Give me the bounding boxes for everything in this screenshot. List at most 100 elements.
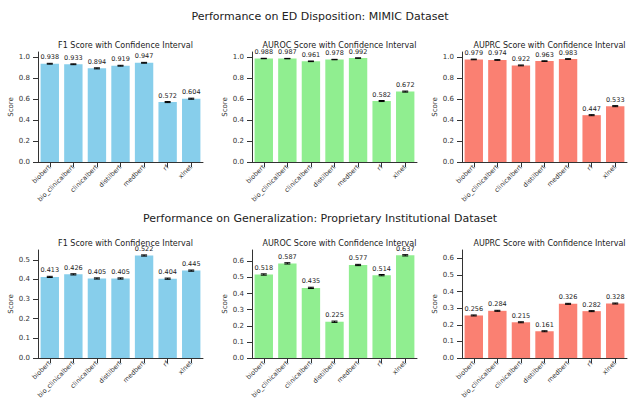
svg-text:0.0: 0.0 (19, 158, 30, 166)
svg-text:0.919: 0.919 (111, 55, 130, 63)
svg-text:0.587: 0.587 (278, 253, 297, 261)
svg-text:0.8: 0.8 (19, 74, 30, 82)
svg-text:0.894: 0.894 (88, 58, 107, 66)
svg-text:0.4: 0.4 (19, 275, 31, 283)
svg-text:AUPRC Score with Confidence In: AUPRC Score with Confidence Interval (473, 41, 625, 50)
svg-text:Performance on Generalization:: Performance on Generalization: Proprieta… (143, 212, 498, 225)
svg-text:0.0: 0.0 (443, 354, 454, 362)
svg-text:medbert: medbert (122, 163, 148, 189)
svg-text:xlnet: xlnet (391, 359, 408, 376)
svg-text:Score: Score (221, 294, 229, 314)
svg-text:distilbert: distilbert (521, 359, 547, 385)
svg-text:0.2: 0.2 (443, 321, 454, 329)
svg-text:0.2: 0.2 (19, 315, 30, 323)
svg-text:1.0: 1.0 (233, 53, 244, 61)
svg-text:xlnet: xlnet (177, 359, 194, 376)
svg-text:0.404: 0.404 (158, 268, 177, 276)
svg-text:distilbert: distilbert (521, 163, 547, 189)
svg-text:0.0: 0.0 (233, 354, 244, 362)
svg-text:0.5: 0.5 (233, 273, 244, 281)
svg-text:0.978: 0.978 (325, 49, 344, 57)
svg-text:0.514: 0.514 (372, 265, 391, 273)
svg-text:0.8: 0.8 (233, 74, 244, 82)
svg-text:medbert: medbert (336, 359, 362, 385)
svg-text:biobert: biobert (31, 359, 53, 381)
svg-text:bio_clinicalbert: bio_clinicalbert (250, 359, 291, 400)
svg-text:xlnet: xlnet (177, 163, 194, 180)
svg-text:0.405: 0.405 (111, 268, 130, 276)
svg-text:0.1: 0.1 (19, 334, 30, 342)
svg-text:0.672: 0.672 (396, 81, 415, 89)
svg-text:rf: rf (375, 359, 385, 369)
svg-text:0.405: 0.405 (88, 268, 107, 276)
svg-text:0.3: 0.3 (233, 306, 244, 314)
svg-text:0.445: 0.445 (182, 260, 201, 268)
svg-text:Score: Score (431, 97, 439, 117)
svg-text:0.256: 0.256 (464, 305, 483, 313)
svg-text:medbert: medbert (122, 359, 148, 385)
svg-text:0.0: 0.0 (233, 158, 244, 166)
svg-text:rf: rf (375, 163, 385, 173)
svg-text:0.979: 0.979 (464, 49, 483, 57)
svg-text:xlnet: xlnet (601, 163, 618, 180)
svg-text:0.3: 0.3 (443, 304, 454, 312)
svg-text:0.0: 0.0 (443, 158, 454, 166)
svg-text:Score: Score (431, 294, 439, 314)
svg-text:clinicalbert: clinicalbert (493, 163, 524, 194)
svg-text:0.604: 0.604 (182, 88, 201, 96)
svg-text:0.6: 0.6 (443, 95, 455, 103)
svg-text:0.2: 0.2 (19, 137, 30, 145)
svg-text:AUROC Score with Confidence In: AUROC Score with Confidence Interval (263, 41, 417, 50)
svg-text:0.8: 0.8 (443, 74, 454, 82)
svg-text:0.4: 0.4 (233, 290, 245, 298)
svg-text:0.947: 0.947 (135, 52, 154, 60)
svg-text:distilbert: distilbert (311, 163, 337, 189)
svg-text:biobert: biobert (455, 163, 477, 185)
svg-text:0.326: 0.326 (559, 293, 578, 301)
svg-text:1.0: 1.0 (443, 53, 454, 61)
svg-text:0.6: 0.6 (233, 95, 245, 103)
svg-text:0.435: 0.435 (302, 277, 321, 285)
svg-text:clinicalbert: clinicalbert (69, 163, 100, 194)
svg-text:0.582: 0.582 (372, 91, 391, 99)
svg-text:0.4: 0.4 (233, 116, 245, 124)
svg-text:0.518: 0.518 (254, 264, 273, 272)
svg-text:clinicalbert: clinicalbert (493, 359, 524, 390)
svg-text:biobert: biobert (455, 359, 477, 381)
svg-text:0.4: 0.4 (19, 116, 31, 124)
svg-text:0.161: 0.161 (535, 321, 554, 329)
svg-text:0.922: 0.922 (512, 55, 531, 63)
svg-text:distilbert: distilbert (97, 359, 123, 385)
svg-text:0.961: 0.961 (302, 51, 321, 59)
svg-text:biobert: biobert (245, 163, 267, 185)
svg-text:0.282: 0.282 (582, 301, 601, 309)
svg-text:xlnet: xlnet (601, 359, 618, 376)
svg-text:0.572: 0.572 (158, 92, 177, 100)
svg-text:0.577: 0.577 (349, 254, 368, 262)
svg-text:0.4: 0.4 (443, 288, 455, 296)
svg-text:0.533: 0.533 (606, 96, 625, 104)
svg-text:rf: rf (585, 163, 595, 173)
svg-text:0.983: 0.983 (559, 49, 578, 57)
svg-text:0.5: 0.5 (443, 271, 454, 279)
svg-text:0.284: 0.284 (488, 300, 507, 308)
svg-text:clinicalbert: clinicalbert (69, 359, 100, 390)
svg-text:0.2: 0.2 (443, 137, 454, 145)
svg-text:medbert: medbert (336, 163, 362, 189)
svg-text:0.6: 0.6 (19, 95, 31, 103)
svg-text:xlnet: xlnet (391, 163, 408, 180)
svg-text:0.225: 0.225 (325, 311, 344, 319)
svg-text:clinicalbert: clinicalbert (283, 359, 314, 390)
svg-text:rf: rf (161, 163, 171, 173)
svg-text:AUROC Score with Confidence In: AUROC Score with Confidence Interval (263, 239, 417, 248)
svg-text:distilbert: distilbert (311, 359, 337, 385)
svg-text:1.0: 1.0 (19, 53, 30, 61)
svg-text:rf: rf (161, 359, 171, 369)
svg-text:0.933: 0.933 (64, 54, 83, 62)
svg-text:0.6: 0.6 (233, 257, 245, 265)
svg-text:0.6: 0.6 (443, 254, 455, 262)
svg-text:bio_clinicalbert: bio_clinicalbert (250, 163, 291, 204)
svg-text:bio_clinicalbert: bio_clinicalbert (36, 163, 77, 204)
svg-text:medbert: medbert (546, 359, 572, 385)
svg-text:0.2: 0.2 (233, 322, 244, 330)
